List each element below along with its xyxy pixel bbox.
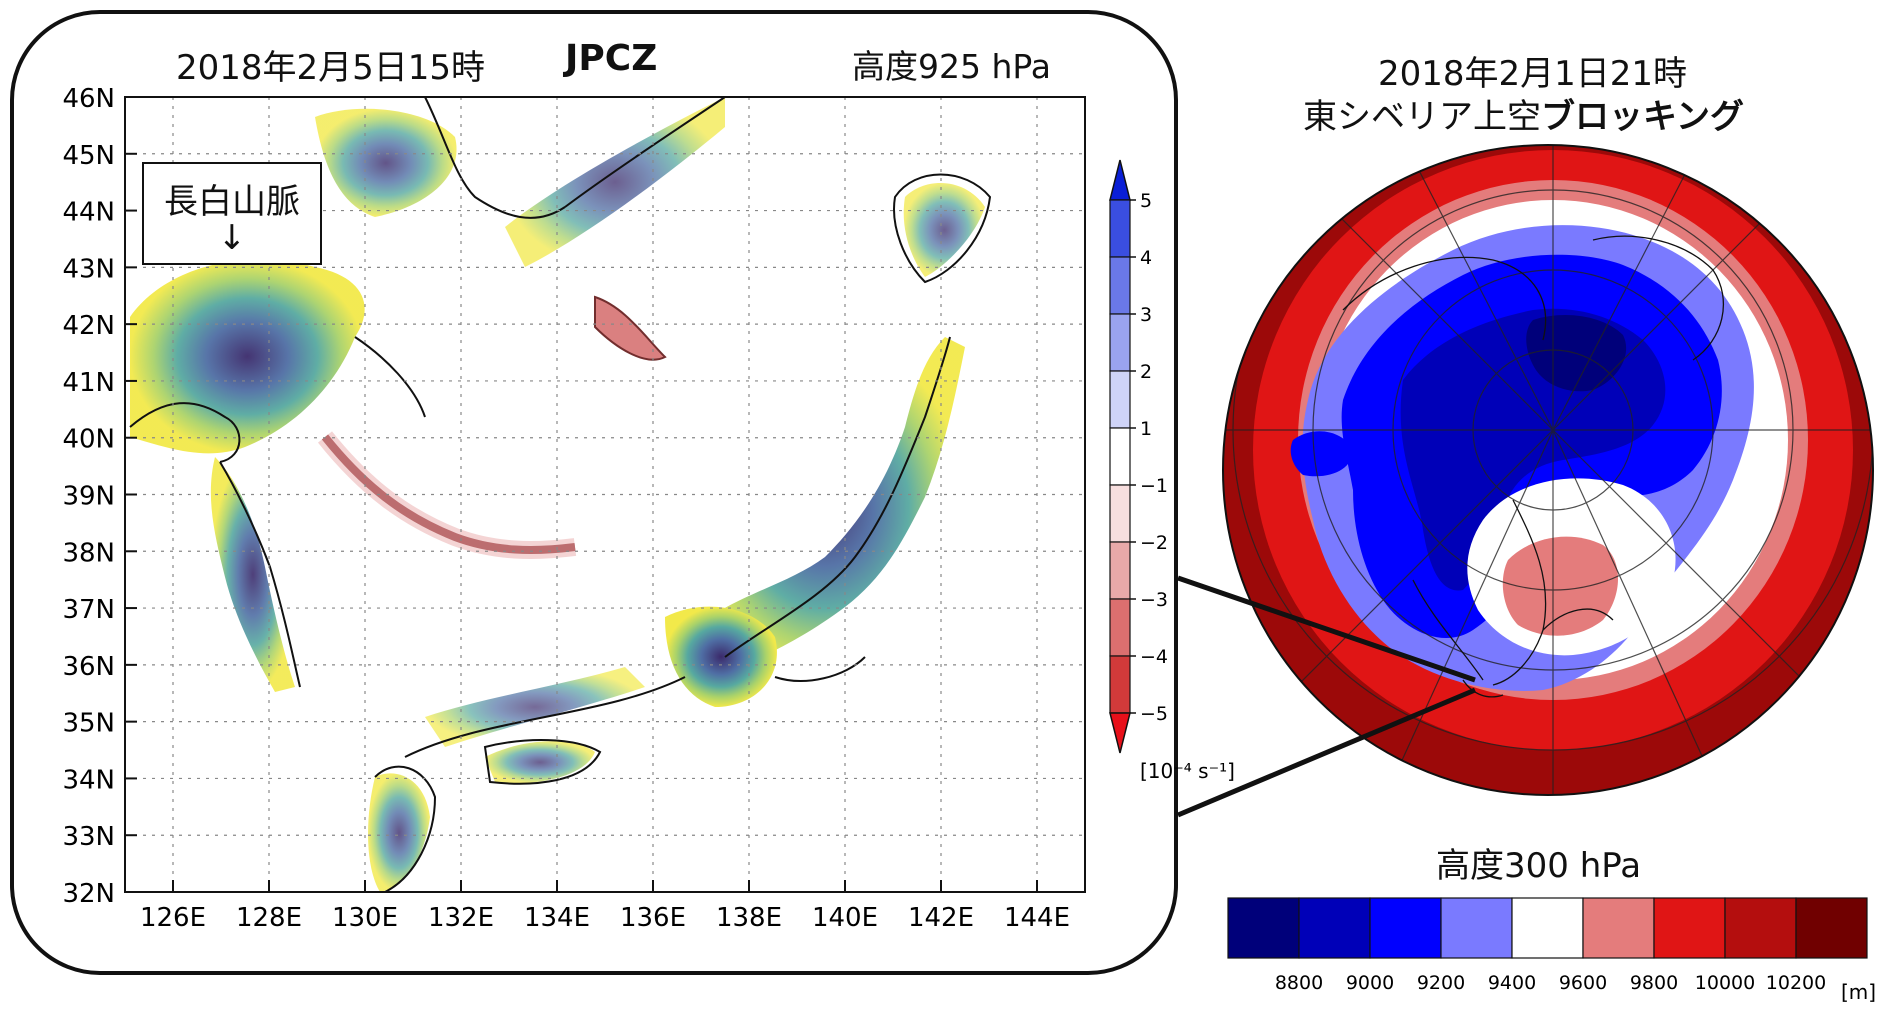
right-level-title: 高度300 hPa bbox=[1436, 846, 1642, 886]
lon-label: 140E bbox=[812, 903, 878, 933]
vorticity-tick-label: 1 bbox=[1140, 418, 1152, 440]
jpcz-title: JPCZ bbox=[565, 38, 658, 79]
down-arrow-icon: ↓ bbox=[217, 218, 247, 258]
colorbar-segment bbox=[1109, 199, 1131, 258]
height-colorbar-segment bbox=[1440, 897, 1513, 959]
blocking-high bbox=[1502, 536, 1618, 636]
colorbar-segment bbox=[1109, 484, 1131, 543]
lon-label: 136E bbox=[620, 903, 686, 933]
lon-label: 126E bbox=[140, 903, 206, 933]
height-tick-label: 9600 bbox=[1559, 972, 1607, 994]
colorbar-segment bbox=[1109, 427, 1131, 486]
vorticity-tick-label: 4 bbox=[1140, 247, 1152, 269]
lat-label: 43N bbox=[62, 254, 115, 284]
changbai-label: 長白山脈 bbox=[164, 182, 300, 222]
height-colorbar-segment bbox=[1795, 897, 1868, 959]
right-datetime-title: 2018年2月1日21時 bbox=[1378, 54, 1688, 94]
height-tick-label: 10200 bbox=[1766, 972, 1826, 994]
colorbar-segment bbox=[1109, 655, 1131, 714]
height-colorbar-segment bbox=[1582, 897, 1655, 959]
lat-label: 41N bbox=[62, 368, 115, 398]
height-colorbar: 8800 9000 9200 9400 9600 9800 10000 10200 [m] bbox=[1227, 897, 1876, 1004]
lon-label: 144E bbox=[1004, 903, 1070, 933]
vortex-primorye bbox=[594, 295, 667, 361]
terrain-central-japan bbox=[665, 606, 777, 707]
terrain-primorye bbox=[505, 97, 725, 267]
height-colorbar-segment bbox=[1724, 897, 1797, 959]
coastlines bbox=[129, 96, 992, 893]
colorbar-segment bbox=[1109, 256, 1131, 315]
vorticity-tick-label: −2 bbox=[1140, 532, 1168, 554]
vorticity-tick-label: 5 bbox=[1140, 190, 1152, 212]
terrain-shikoku bbox=[485, 741, 595, 784]
height-tick-label: 10000 bbox=[1695, 972, 1755, 994]
lon-label: 138E bbox=[716, 903, 782, 933]
lat-label: 44N bbox=[62, 198, 115, 228]
lat-label: 33N bbox=[62, 822, 115, 852]
height-tick-label: 8800 bbox=[1275, 972, 1323, 994]
lon-label: 130E bbox=[332, 903, 398, 933]
vorticity-tick-label: −4 bbox=[1140, 646, 1168, 668]
lat-label: 45N bbox=[62, 141, 115, 171]
lat-label: 42N bbox=[62, 311, 115, 341]
height-colorbar-segment bbox=[1227, 897, 1300, 959]
lat-label: 46N bbox=[62, 84, 115, 114]
vorticity-tick-label: −5 bbox=[1140, 703, 1168, 725]
colorbar-segment bbox=[1109, 313, 1131, 372]
terrain-hokkaido bbox=[903, 183, 985, 277]
height-tick-label: 9400 bbox=[1488, 972, 1536, 994]
map-frame bbox=[124, 96, 1086, 893]
vorticity-tick-label: 3 bbox=[1140, 304, 1152, 326]
height-tick-label: 9800 bbox=[1630, 972, 1678, 994]
lon-label: 134E bbox=[524, 903, 590, 933]
left-datetime-title: 2018年2月5日15時 bbox=[176, 48, 486, 88]
map-grid bbox=[125, 96, 1085, 893]
height-colorbar-segment bbox=[1298, 897, 1371, 959]
colorbar-segment bbox=[1109, 598, 1131, 657]
lat-label: 32N bbox=[62, 879, 115, 909]
vorticity-tick-label: −3 bbox=[1140, 589, 1168, 611]
lat-label: 36N bbox=[62, 652, 115, 682]
lat-label: 40N bbox=[62, 425, 115, 455]
height-tick-label: 9200 bbox=[1417, 972, 1465, 994]
terrain-western-japan bbox=[425, 667, 645, 747]
vorticity-map: 46N 45N 44N 43N 42N 41N 40N 39N 38N 37N 36N 35N 34N 3… bbox=[62, 84, 1086, 933]
lat-label: 37N bbox=[62, 595, 115, 625]
terrain-manchuria-north bbox=[315, 108, 457, 217]
changbai-callout: 長白山脈 ↓ bbox=[142, 162, 322, 265]
vorticity-tick-label: 2 bbox=[1140, 361, 1152, 383]
colorbar-top-triangle bbox=[1109, 159, 1131, 201]
polar-globe bbox=[1222, 144, 1874, 796]
blocking-title-prefix: 東シベリア上空 bbox=[1303, 97, 1541, 137]
height-colorbar-segment bbox=[1511, 897, 1584, 959]
latitude-labels: 46N 45N 44N 43N 42N 41N 40N 39N 38N 37N 36N 35N 34N 3… bbox=[62, 84, 115, 909]
lat-label: 34N bbox=[62, 765, 115, 795]
height-colorbar-segment bbox=[1369, 897, 1442, 959]
vorticity-tick-label: −1 bbox=[1140, 475, 1168, 497]
lat-label: 38N bbox=[62, 538, 115, 568]
colorbar-bottom-triangle bbox=[1109, 712, 1131, 754]
left-level-title: 高度925 hPa bbox=[852, 47, 1052, 86]
blocking-title-bold: ブロッキング bbox=[1541, 97, 1744, 137]
jpcz-band-edge bbox=[317, 431, 577, 559]
lon-label: 142E bbox=[908, 903, 974, 933]
trough-west bbox=[1290, 431, 1353, 477]
height-tick-label: 9000 bbox=[1346, 972, 1394, 994]
terrain-kyushu bbox=[368, 773, 430, 892]
height-unit: [m] bbox=[1841, 980, 1876, 1004]
map-content bbox=[129, 96, 992, 893]
blocking-title: 東シベリア上空ブロッキング bbox=[1303, 89, 1744, 138]
terrain-changbai bbox=[130, 259, 365, 454]
longitude-labels: 126E 128E 130E 132E 134E 136E 138E 140E 142E 144E bbox=[140, 903, 1070, 933]
lon-label: 132E bbox=[428, 903, 494, 933]
terrain-korea bbox=[210, 457, 295, 692]
lat-label: 39N bbox=[62, 482, 115, 512]
lat-label: 35N bbox=[62, 709, 115, 739]
colorbar-segment bbox=[1109, 370, 1131, 429]
height-colorbar-segment bbox=[1653, 897, 1726, 959]
colorbar-segment bbox=[1109, 541, 1131, 600]
lon-label: 128E bbox=[236, 903, 302, 933]
